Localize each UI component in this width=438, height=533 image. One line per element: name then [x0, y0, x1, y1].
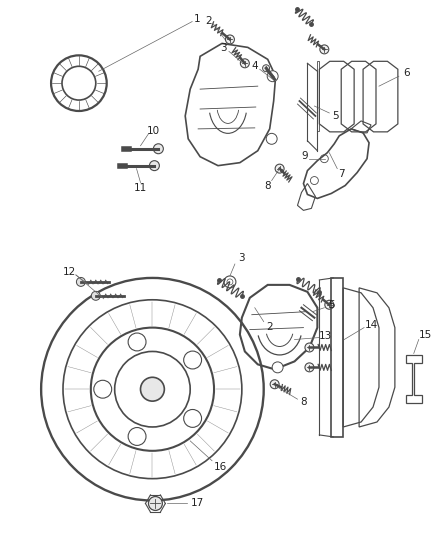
Text: 9: 9 — [301, 151, 308, 161]
Circle shape — [224, 276, 236, 288]
Text: 17: 17 — [191, 498, 204, 508]
Circle shape — [184, 351, 201, 369]
Circle shape — [94, 380, 112, 398]
Circle shape — [267, 71, 278, 82]
Text: 2: 2 — [205, 15, 212, 26]
Circle shape — [226, 35, 234, 44]
Circle shape — [153, 144, 163, 154]
Circle shape — [141, 377, 164, 401]
Circle shape — [128, 427, 146, 446]
Text: 8: 8 — [265, 181, 271, 190]
Text: 3: 3 — [221, 43, 227, 53]
Text: 5: 5 — [328, 300, 335, 310]
Text: 4: 4 — [251, 61, 258, 71]
Text: 10: 10 — [147, 126, 160, 136]
Text: 16: 16 — [213, 462, 226, 472]
Text: 3: 3 — [239, 253, 245, 263]
Circle shape — [266, 133, 277, 144]
Text: 2: 2 — [266, 321, 273, 332]
Text: 8: 8 — [300, 397, 307, 407]
Text: 11: 11 — [134, 182, 147, 192]
Text: 6: 6 — [403, 68, 410, 78]
Text: 1: 1 — [194, 13, 201, 23]
Circle shape — [320, 45, 329, 54]
Text: 15: 15 — [419, 329, 432, 340]
Text: 13: 13 — [319, 330, 332, 341]
Text: 5: 5 — [332, 111, 339, 121]
Circle shape — [149, 160, 159, 171]
Circle shape — [128, 333, 146, 351]
Text: 12: 12 — [62, 267, 76, 277]
Circle shape — [325, 300, 334, 309]
Circle shape — [272, 362, 283, 373]
Circle shape — [76, 278, 85, 286]
Circle shape — [184, 409, 201, 427]
Circle shape — [270, 380, 279, 389]
Text: 14: 14 — [364, 320, 378, 329]
Circle shape — [91, 292, 100, 300]
Circle shape — [148, 497, 162, 511]
Circle shape — [305, 363, 314, 372]
Text: 7: 7 — [338, 168, 345, 179]
Circle shape — [275, 164, 284, 173]
Circle shape — [305, 343, 314, 352]
Circle shape — [263, 64, 269, 72]
Circle shape — [240, 59, 249, 68]
